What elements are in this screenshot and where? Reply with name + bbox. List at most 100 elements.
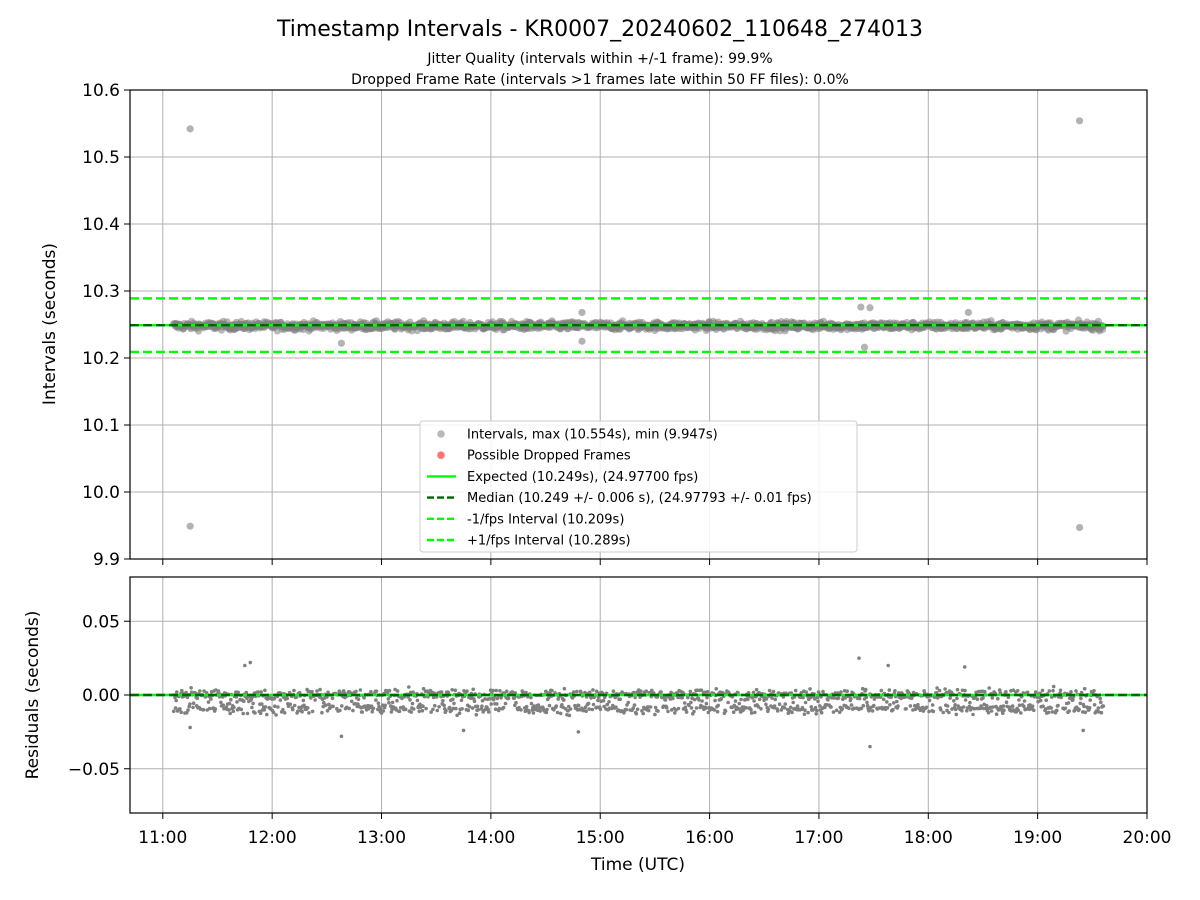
- residual-point: [1038, 698, 1043, 703]
- residual-point: [1101, 704, 1106, 708]
- residual-point: [201, 708, 206, 712]
- residual-point: [498, 689, 502, 693]
- residual-point: [501, 705, 506, 710]
- residual-point: [705, 695, 709, 700]
- residual-point: [486, 707, 490, 712]
- residual-point: [1002, 708, 1006, 713]
- interval-outlier-point: [866, 304, 874, 312]
- residual-point: [174, 698, 178, 703]
- interval-outlier-point: [1075, 117, 1084, 125]
- residual-point: [689, 706, 694, 710]
- residual-point: [840, 706, 844, 711]
- residual-point: [1022, 699, 1027, 703]
- residual-point: [489, 702, 494, 706]
- residual-point: [802, 712, 807, 716]
- residual-point: [1067, 709, 1071, 713]
- x-tick-label: 15:00: [576, 828, 625, 848]
- interval-outlier-point: [857, 303, 865, 311]
- residual-point: [801, 695, 805, 700]
- residual-point: [272, 696, 277, 701]
- residual-point: [370, 709, 375, 714]
- chart-subtitle-line-1: Jitter Quality (intervals within +/-1 fr…: [426, 51, 772, 67]
- residual-point: [431, 695, 436, 700]
- residual-point: [189, 686, 193, 690]
- residual-point: [567, 713, 572, 718]
- residual-extreme-point: [857, 656, 861, 660]
- intervals-y-ticks: 9.9 10.0 10.1 10.2 10.3 10.4 10.5 10.6: [82, 81, 1148, 570]
- residual-point: [245, 711, 250, 716]
- residual-point: [591, 702, 596, 707]
- residual-point: [411, 707, 416, 711]
- residual-point: [641, 711, 645, 716]
- residual-point: [305, 706, 310, 710]
- residual-point: [638, 689, 643, 693]
- residual-point: [646, 708, 651, 713]
- legend-label: Median (10.249 +/- 0.006 s), (24.97793 +…: [467, 491, 812, 506]
- intervals-y-tick-label: 10.4: [82, 215, 120, 235]
- residual-point: [376, 707, 380, 712]
- residual-point: [712, 708, 717, 712]
- residual-point: [583, 690, 587, 695]
- residual-point: [180, 688, 184, 693]
- residual-extreme-point: [243, 663, 247, 668]
- residual-point: [229, 697, 233, 702]
- residual-point: [676, 706, 681, 711]
- residual-point: [301, 698, 306, 703]
- interval-outlier-point: [186, 125, 194, 133]
- residual-point: [891, 701, 896, 705]
- residual-point: [746, 697, 750, 702]
- interval-outlier-point: [964, 308, 972, 317]
- residual-point: [659, 690, 663, 694]
- residual-point: [845, 689, 849, 693]
- residual-point: [836, 696, 841, 700]
- chart-legend: Intervals, max (10.554s), min (9.947s) Po…: [419, 420, 858, 553]
- residual-point: [475, 704, 480, 709]
- residual-point: [435, 708, 440, 713]
- residual-point: [704, 706, 708, 710]
- residual-point: [386, 697, 391, 701]
- legend-label: Expected (10.249s), (24.97700 fps): [467, 470, 698, 485]
- residual-point: [837, 710, 842, 714]
- residual-extreme-point: [461, 728, 466, 733]
- residual-point: [965, 708, 969, 713]
- residual-point: [633, 695, 637, 700]
- residual-point: [803, 700, 808, 705]
- interval-outlier-point: [1075, 523, 1084, 532]
- residual-point: [611, 703, 615, 708]
- intervals-panel: 9.9 10.0 10.1 10.2 10.3 10.4 10.5 10.6 Interval…: [40, 81, 1148, 570]
- residual-point: [692, 697, 697, 702]
- residual-point: [288, 702, 293, 707]
- residual-extreme-point: [188, 725, 192, 730]
- residual-point: [640, 709, 644, 713]
- residual-points: [171, 656, 1106, 749]
- residual-point: [446, 690, 451, 695]
- residual-point: [714, 687, 719, 691]
- residual-point: [369, 690, 373, 694]
- residual-point: [611, 689, 616, 693]
- residual-point: [173, 706, 178, 710]
- residual-point: [506, 696, 511, 701]
- residual-point: [943, 687, 947, 691]
- x-tick-label: 14:00: [466, 828, 515, 848]
- residual-point: [803, 708, 807, 712]
- residual-point: [219, 700, 223, 705]
- residual-point: [282, 711, 287, 715]
- residual-point: [864, 687, 868, 692]
- residual-point: [493, 707, 498, 711]
- residual-point: [954, 712, 959, 717]
- residual-point: [562, 686, 567, 691]
- residual-point: [260, 702, 264, 706]
- residual-point: [538, 709, 542, 713]
- residual-point: [756, 705, 761, 709]
- residual-point: [705, 689, 710, 694]
- residual-extreme-point: [868, 744, 872, 749]
- residual-point: [939, 707, 943, 712]
- legend-label: Possible Dropped Frames: [467, 449, 631, 464]
- residual-point: [486, 710, 491, 714]
- residual-point: [431, 707, 435, 712]
- residual-point: [1074, 689, 1078, 693]
- residual-point: [590, 707, 595, 712]
- residual-point: [292, 688, 296, 693]
- residual-point: [587, 707, 591, 711]
- residual-point: [171, 709, 176, 714]
